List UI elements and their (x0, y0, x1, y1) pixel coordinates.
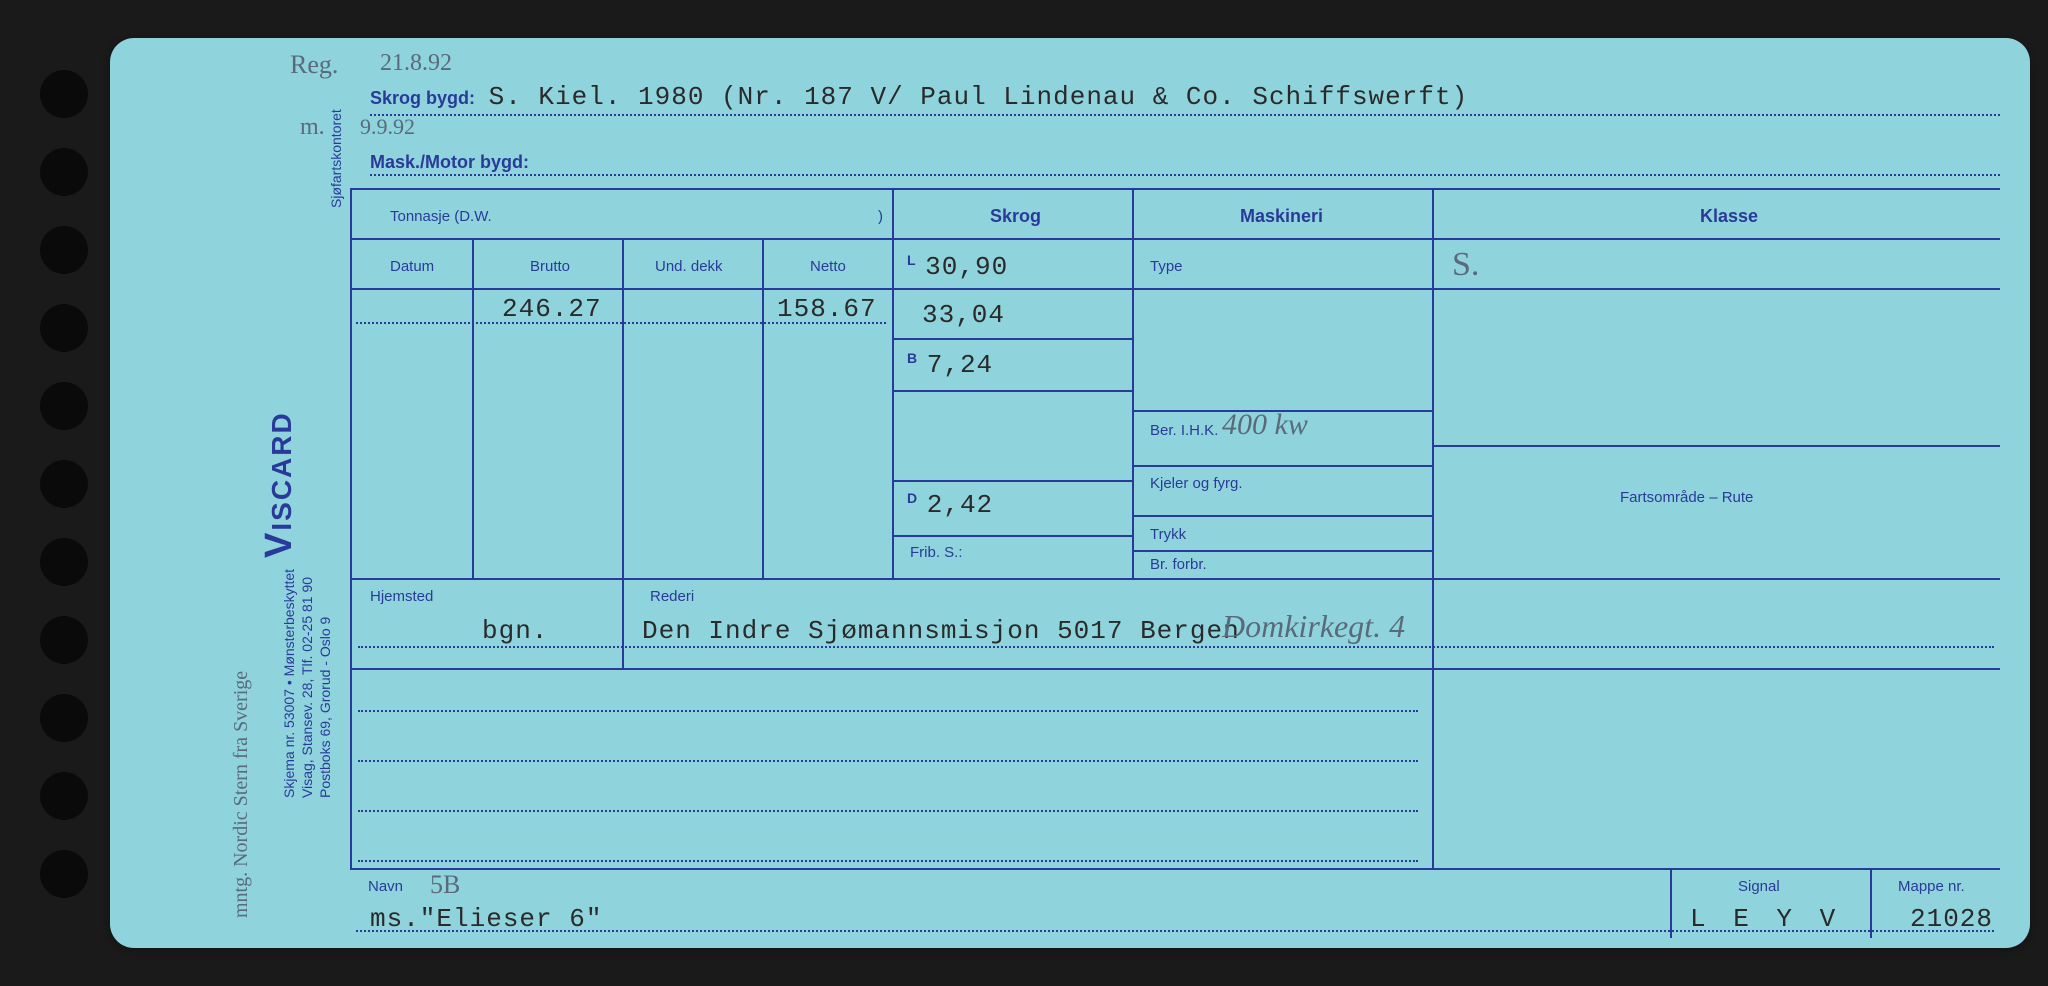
frib-label: Frib. S.: (902, 540, 971, 565)
hjemsted-row: Hjemsted Rederi bgn. Den Indre Sjømannsm… (352, 580, 2000, 670)
punch-hole (40, 850, 88, 898)
punch-hole (40, 538, 88, 586)
punch-hole (40, 382, 88, 430)
skrog-header: Skrog (982, 202, 1049, 231)
punch-holes (40, 70, 88, 898)
skrog-bygd-label: Skrog bygd: (370, 88, 475, 108)
maskineri-header: Maskineri (1232, 202, 1331, 231)
unddekk-header: Und. dekk (647, 254, 731, 279)
punch-hole (40, 148, 88, 196)
side-addr1: Visag, Stansev. 28, Tlf. 02-25 81 90 (298, 569, 316, 798)
hjemsted-value: bgn. (482, 616, 548, 646)
bottom-strip: Navn 5B ms."Elieser 6" Signal L E Y V Ma… (350, 868, 2000, 938)
mask-bygd-row: Mask./Motor bygd: (370, 146, 2000, 176)
open-area (352, 670, 2000, 868)
navn-hand: 5B (430, 870, 460, 900)
index-card: mntg. Nordic Stern fra Sverige VISCARD S… (110, 38, 2030, 948)
netto-header: Netto (802, 254, 854, 279)
brutto-value: 246.27 (502, 294, 602, 324)
B-prefix: B (907, 350, 917, 366)
ber-ihk-value: 400 kw (1222, 408, 1308, 442)
tonnasje-close: ) (870, 204, 891, 229)
brutto-header: Brutto (522, 254, 578, 279)
L2-value: 33,04 (922, 300, 1005, 330)
L1-value: 30,90 (925, 252, 1008, 282)
body-row: 246.27 158.67 33,04 B 7,24 D 2,42 Frib. … (352, 290, 2000, 580)
navn-label: Navn (360, 874, 411, 899)
reg-abbrev: Reg. (290, 50, 338, 80)
fartsomrade-label: Fartsområde – Rute (1612, 485, 1761, 510)
punch-hole (40, 304, 88, 352)
skjema-nr: Skjema nr. 53007 (281, 689, 297, 798)
hjemsted-label: Hjemsted (362, 584, 441, 609)
B-value: 7,24 (927, 350, 993, 380)
m-abbrev: m. (300, 114, 325, 141)
mappe-value: 21028 (1910, 904, 1993, 934)
punch-hole (40, 616, 88, 664)
rederi-handwritten: Domkirkegt. 4 (1222, 608, 1405, 645)
skrog-bygd-value: S. Kiel. 1980 (Nr. 187 V/ Paul Lindenau … (489, 82, 1469, 112)
brand-logo: VISCARD (258, 411, 301, 558)
m-date: 9.9.92 (360, 114, 415, 140)
rederi-label: Rederi (642, 584, 702, 609)
side-protection: Mønsterbeskyttet (281, 569, 297, 676)
ber-ihk-label: Ber. I.H.K. (1142, 418, 1226, 443)
trykk-label: Trykk (1142, 522, 1194, 547)
side-addr2: Postboks 69, Grorud - Oslo 9 (316, 569, 334, 798)
mappe-label: Mappe nr. (1890, 874, 1973, 899)
navn-typed: ms."Elieser 6" (370, 904, 602, 934)
type-label: Type (1142, 254, 1191, 279)
header-row-2: Datum Brutto Und. dekk Netto L 30,90 Typ… (352, 240, 2000, 290)
signal-value: L E Y V (1690, 904, 1841, 934)
punch-hole (40, 70, 88, 118)
datum-header: Datum (382, 254, 442, 279)
tonnasje-header: Tonnasje (D.W. (382, 204, 500, 229)
klasse-value: S. (1452, 246, 1479, 284)
punch-hole (40, 694, 88, 742)
side-address: Skjema nr. 53007 • Mønsterbeskyttet Visa… (280, 569, 335, 798)
kjeler-label: Kjeler og fyrg. (1142, 472, 1251, 497)
D-value: 2,42 (927, 490, 993, 520)
side-handwritten-note: mntg. Nordic Stern fra Sverige (230, 671, 253, 918)
main-grid: Tonnasje (D.W. ) Skrog Maskineri Klasse … (350, 188, 2000, 868)
mask-bygd-label: Mask./Motor bygd: (370, 152, 529, 172)
skrog-bygd-row: Skrog bygd: S. Kiel. 1980 (Nr. 187 V/ Pa… (370, 82, 2000, 116)
side-vert-label: Sjøfartskontoret (328, 109, 344, 208)
punch-hole (40, 226, 88, 274)
br-forbr-label: Br. forbr. (1142, 552, 1215, 577)
header-row-1: Tonnasje (D.W. ) Skrog Maskineri Klasse (352, 190, 2000, 240)
klasse-header: Klasse (1692, 202, 1766, 231)
reg-date: 21.8.92 (380, 50, 452, 77)
rederi-typed: Den Indre Sjømannsmisjon 5017 Bergen (642, 616, 1240, 646)
L-prefix: L (907, 252, 916, 268)
card-wrapper: mntg. Nordic Stern fra Sverige VISCARD S… (0, 20, 2048, 966)
signal-label: Signal (1730, 874, 1788, 899)
D-prefix: D (907, 490, 917, 506)
netto-value: 158.67 (777, 294, 877, 324)
punch-hole (40, 772, 88, 820)
punch-hole (40, 460, 88, 508)
